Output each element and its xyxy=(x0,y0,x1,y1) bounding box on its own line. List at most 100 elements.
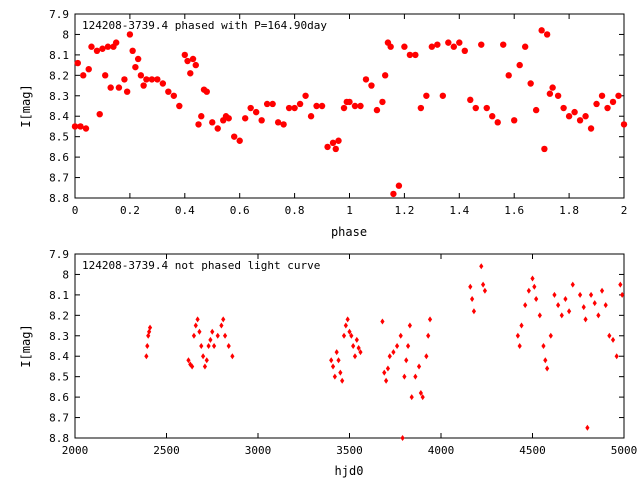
data-point xyxy=(332,145,339,153)
phased-y-tick-label: 8.7 xyxy=(49,172,69,185)
data-point xyxy=(191,332,197,339)
data-point xyxy=(121,76,128,83)
data-point xyxy=(505,72,512,79)
data-point xyxy=(154,76,161,83)
data-point xyxy=(521,43,529,50)
data-point xyxy=(576,117,584,124)
unphased-x-tick-label: 4500 xyxy=(519,444,546,457)
data-point xyxy=(201,353,206,360)
data-point xyxy=(413,373,418,380)
data-point xyxy=(545,365,550,372)
data-point xyxy=(565,113,573,120)
phased-x-tick-label: 1.4 xyxy=(449,204,469,217)
unphased-y-tick-label: 8.8 xyxy=(49,432,69,445)
data-point xyxy=(345,316,350,323)
data-point xyxy=(494,119,501,126)
data-point xyxy=(588,291,594,298)
data-point xyxy=(356,345,361,352)
data-point xyxy=(329,357,334,364)
data-point xyxy=(543,357,548,364)
data-point xyxy=(418,390,423,397)
data-point xyxy=(107,84,114,91)
data-point xyxy=(596,312,601,319)
data-point xyxy=(230,353,235,360)
unphased-x-tick-label: 3500 xyxy=(336,444,363,457)
data-point xyxy=(527,80,534,87)
data-point xyxy=(104,43,112,50)
data-point xyxy=(147,324,153,331)
unphased-y-tick-label: 7.9 xyxy=(49,248,69,261)
data-point xyxy=(404,357,409,364)
data-point xyxy=(582,113,589,120)
data-point xyxy=(615,92,622,99)
data-point xyxy=(285,104,293,112)
data-point xyxy=(483,104,490,112)
data-point xyxy=(199,343,204,349)
phased-x-tick-label: 1.2 xyxy=(394,204,414,217)
data-point xyxy=(280,121,287,128)
data-point xyxy=(592,300,597,307)
data-point xyxy=(385,365,391,372)
data-point xyxy=(313,102,320,110)
data-point xyxy=(618,281,623,288)
data-point xyxy=(379,98,386,106)
data-point xyxy=(382,369,387,376)
data-point xyxy=(346,98,353,106)
data-point xyxy=(532,283,537,290)
data-point xyxy=(184,57,191,65)
phased-y-tick-label: 8 xyxy=(62,28,69,41)
unphased-y-tick-label: 8.3 xyxy=(49,330,69,343)
data-point xyxy=(99,45,106,52)
phased-plot-xlabel: phase xyxy=(331,225,367,239)
data-point xyxy=(402,373,407,380)
unphased-x-tick-label: 2500 xyxy=(153,444,180,457)
data-point xyxy=(405,343,411,349)
data-point xyxy=(214,125,221,132)
data-point xyxy=(236,137,243,144)
data-point xyxy=(197,328,202,335)
data-point xyxy=(604,104,611,112)
unphased-y-tick-label: 8.5 xyxy=(49,371,69,384)
phased-plot-title: 124208-3739.4 phased with P=164.90day xyxy=(82,19,327,32)
data-point xyxy=(571,108,578,116)
data-point xyxy=(137,72,145,79)
unphased-x-tick-label: 4000 xyxy=(428,444,455,457)
phased-x-tick-label: 1.6 xyxy=(504,204,524,217)
data-point xyxy=(434,41,441,48)
data-point xyxy=(202,363,208,370)
data-point xyxy=(620,291,625,298)
data-point xyxy=(537,312,542,319)
data-point xyxy=(556,302,561,309)
data-point xyxy=(96,110,103,118)
data-point xyxy=(189,55,197,63)
unphased-y-tick-label: 8.4 xyxy=(49,350,69,363)
data-point xyxy=(456,39,463,46)
data-point xyxy=(395,182,403,189)
data-point xyxy=(362,76,370,83)
data-point xyxy=(523,302,528,309)
data-point xyxy=(559,312,564,319)
unphased-plot-xlabel: hjd0 xyxy=(335,464,364,478)
data-point xyxy=(516,61,523,69)
data-point xyxy=(387,43,394,50)
data-point xyxy=(222,332,228,339)
data-point xyxy=(445,39,452,46)
data-point xyxy=(427,316,433,323)
data-point xyxy=(543,31,551,38)
data-point xyxy=(221,316,226,323)
data-point xyxy=(387,353,392,360)
phased-y-tick-label: 8.1 xyxy=(49,49,69,62)
data-point xyxy=(263,100,271,108)
data-point xyxy=(71,123,79,130)
data-point xyxy=(384,377,389,384)
phased-x-tick-label: 1 xyxy=(346,204,353,217)
data-point xyxy=(203,88,210,95)
data-point xyxy=(352,353,358,360)
phased-plot-ylabel: I[mag] xyxy=(19,84,33,127)
data-point xyxy=(470,295,475,302)
data-point xyxy=(478,41,485,48)
data-point xyxy=(129,47,136,54)
data-point xyxy=(187,70,194,77)
data-point xyxy=(500,41,507,48)
data-point xyxy=(351,343,356,349)
